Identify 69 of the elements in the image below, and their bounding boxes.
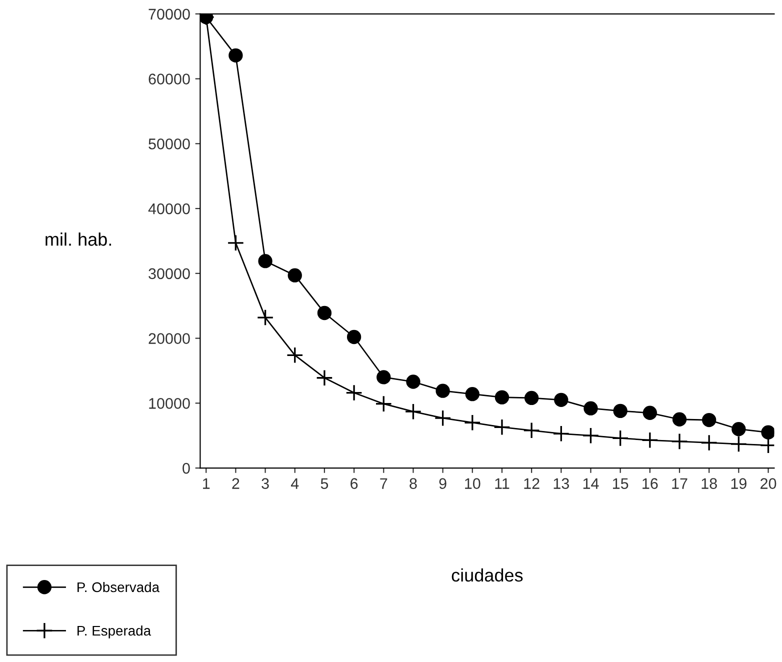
x-tick-label: 6 — [350, 478, 358, 489]
point — [227, 234, 244, 252]
point — [700, 434, 718, 452]
y-tick-label: 40000 — [148, 203, 190, 214]
point — [612, 430, 629, 447]
x-tick-label: 2 — [232, 478, 240, 489]
point — [524, 390, 539, 406]
x-tick-label: 10 — [465, 478, 480, 489]
point — [286, 346, 304, 364]
x-tick-label: 16 — [642, 478, 658, 489]
point — [641, 432, 658, 449]
x-tick-label: 11 — [495, 478, 510, 489]
x-tick-label: 12 — [524, 478, 540, 489]
y-tick-label: 0 — [182, 462, 190, 474]
point — [494, 418, 510, 436]
point — [584, 401, 598, 416]
x-tick-label: 8 — [410, 478, 417, 489]
point — [346, 330, 362, 344]
point — [672, 412, 687, 426]
x-tick-label: 13 — [554, 478, 569, 489]
x-tick-label: 4 — [290, 478, 299, 489]
point — [582, 427, 600, 444]
point — [523, 422, 540, 439]
point — [316, 369, 333, 386]
point — [642, 406, 657, 420]
point — [671, 432, 688, 450]
y-tick-label: 30000 — [148, 268, 190, 280]
point — [436, 384, 450, 398]
point — [256, 309, 274, 326]
point — [434, 410, 452, 427]
x-tick-label: 20 — [760, 478, 776, 489]
point — [494, 390, 510, 404]
point — [702, 412, 716, 428]
point — [406, 374, 420, 389]
point — [613, 404, 628, 418]
x-tick-label: 19 — [731, 478, 746, 489]
x-tick-label: 17 — [672, 478, 688, 489]
y-axis-title: mil. hab. — [46, 232, 112, 246]
point — [346, 384, 363, 402]
legend-label: P. Observada — [78, 582, 160, 592]
legend-label: P. Esperada — [78, 625, 152, 638]
point — [730, 436, 748, 453]
point — [258, 254, 272, 268]
x-tick-label: 18 — [702, 478, 717, 489]
point — [552, 425, 570, 442]
x-tick-label: 3 — [262, 478, 269, 489]
point — [465, 386, 480, 402]
x-tick-label: 7 — [380, 478, 388, 489]
point — [554, 392, 568, 407]
point — [375, 395, 392, 412]
x-axis-title: ciudades — [452, 568, 523, 582]
y-tick-label: 70000 — [148, 8, 190, 20]
y-tick-label: 20000 — [148, 333, 190, 344]
point — [228, 48, 243, 63]
point — [404, 403, 422, 420]
x-tick-label: 15 — [612, 478, 628, 489]
x-tick-label: 5 — [320, 478, 328, 489]
x-tick-label: 9 — [439, 478, 446, 489]
y-tick-label: 60000 — [148, 74, 190, 84]
x-tick-label: 14 — [583, 478, 599, 489]
point — [376, 370, 391, 384]
y-tick-label: 50000 — [148, 138, 190, 150]
point — [317, 306, 332, 320]
point — [288, 268, 302, 282]
point — [761, 425, 774, 440]
point — [732, 422, 746, 436]
x-tick-label: 1 — [203, 478, 210, 489]
y-tick-label: 10000 — [149, 398, 190, 409]
point — [464, 414, 481, 432]
